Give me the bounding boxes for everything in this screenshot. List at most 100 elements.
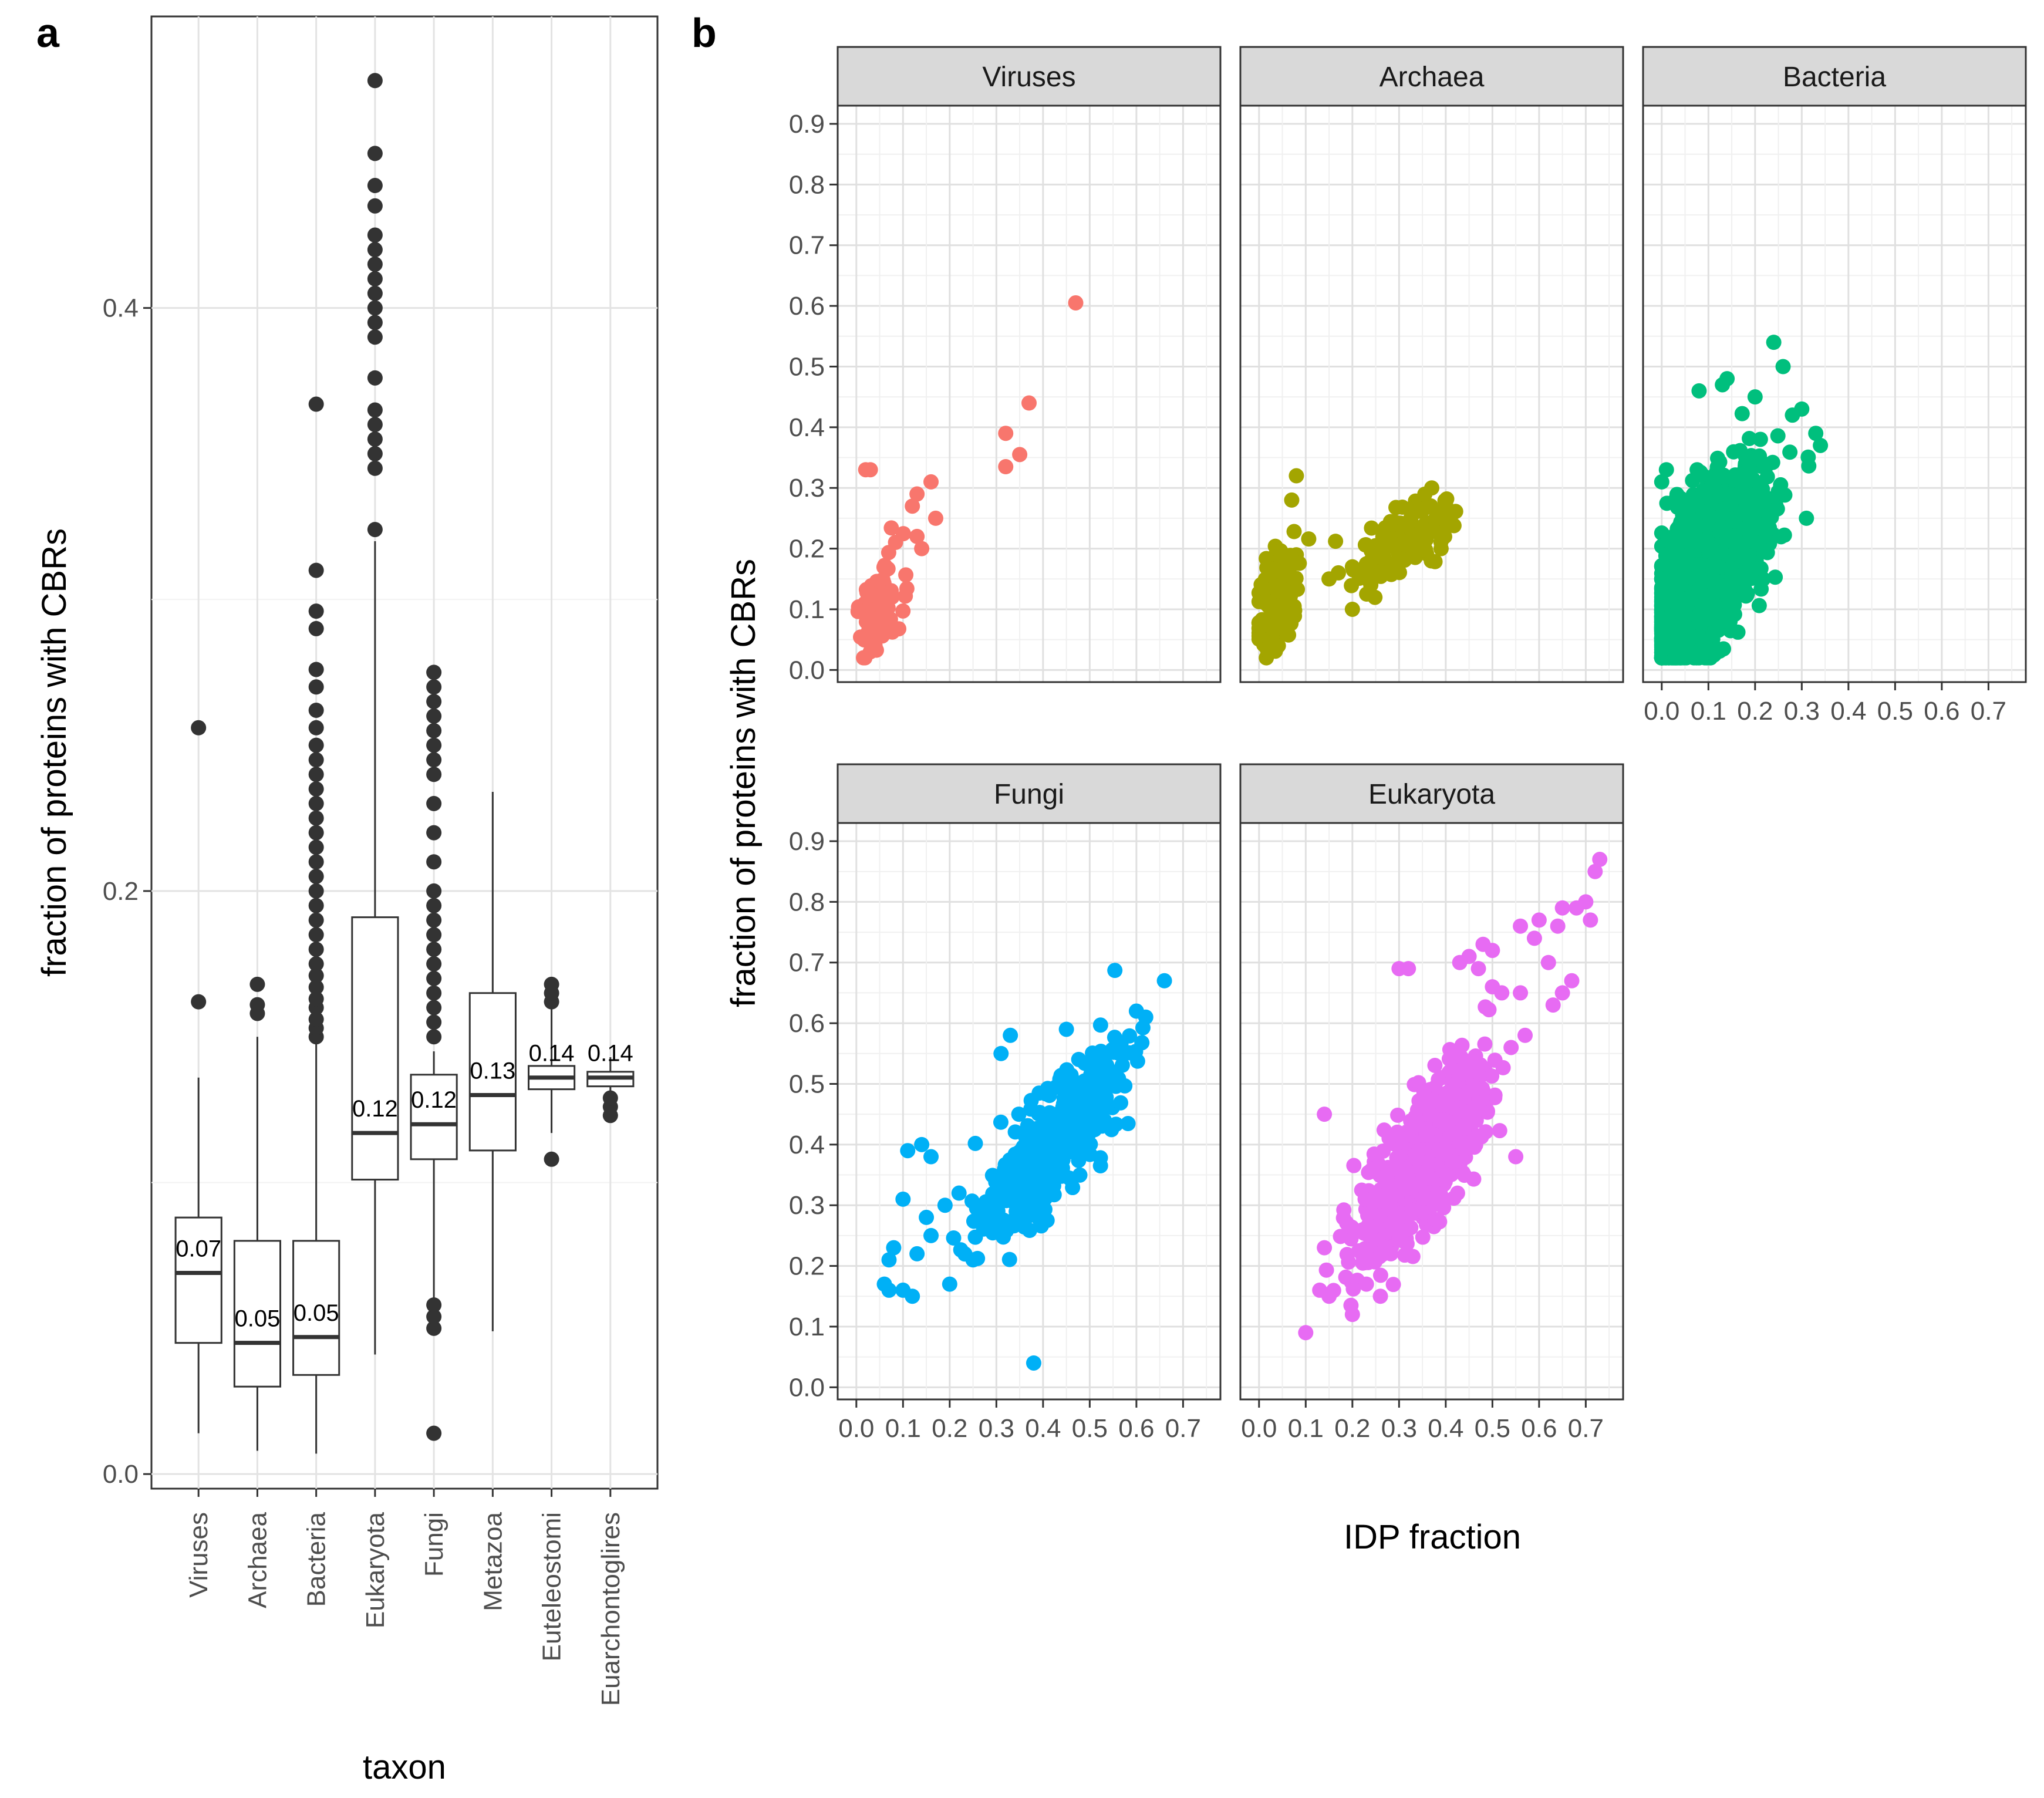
outlier-point xyxy=(426,1029,442,1045)
scatter-point xyxy=(1271,612,1287,628)
scatter-point xyxy=(1752,431,1768,447)
scatter-point xyxy=(1361,1165,1377,1180)
scatter-point xyxy=(1432,1186,1448,1202)
outlier-point xyxy=(367,431,383,447)
x-tick-label: 0.2 xyxy=(932,1414,967,1443)
median-label: 0.14 xyxy=(529,1041,575,1067)
outlier-point xyxy=(308,810,324,826)
median-label: 0.14 xyxy=(588,1041,633,1067)
x-tick-label: 0.1 xyxy=(885,1414,921,1443)
y-tick-label: 0.1 xyxy=(789,1313,825,1341)
scatter-point xyxy=(1129,1053,1145,1069)
y-tick-label: 0.2 xyxy=(103,877,139,906)
scatter-point xyxy=(898,567,914,583)
scatter-point xyxy=(1389,1156,1405,1172)
facet-bacteria: Bacteria 0.0 0.1 0.2 0.3 0.4 0.5 0.6 0.7 xyxy=(1642,46,2027,726)
scatter-point xyxy=(1478,1124,1493,1140)
scatter-point xyxy=(909,528,925,544)
scatter-point xyxy=(1440,1116,1456,1132)
facet-strip xyxy=(1239,46,1624,107)
median-label: 0.13 xyxy=(470,1058,515,1084)
scatter-point xyxy=(1712,454,1728,470)
scatter-point xyxy=(1726,444,1742,460)
outlier-point xyxy=(426,1425,442,1441)
scatter-point xyxy=(953,1242,969,1258)
scatter-point xyxy=(1670,599,1686,615)
facet-points xyxy=(876,963,1172,1371)
scatter-point xyxy=(899,581,915,596)
facet-strip-label: Archaea xyxy=(1379,62,1485,93)
scatter-point xyxy=(1751,598,1767,613)
scatter-point xyxy=(1513,985,1529,1001)
scatter-point xyxy=(1670,628,1686,644)
scatter-point xyxy=(1134,1035,1150,1051)
scatter-point xyxy=(1682,556,1698,572)
scatter-point xyxy=(1416,1190,1432,1206)
box-viruses: 0.07 xyxy=(174,720,222,1433)
outlier-point xyxy=(367,198,383,214)
box-archaea: 0.05 xyxy=(233,976,282,1451)
scatter-point xyxy=(1592,852,1608,868)
scatter-point xyxy=(993,1114,1008,1130)
scatter-point xyxy=(1484,1068,1500,1084)
scatter-point xyxy=(1719,583,1735,599)
outlier-point xyxy=(426,985,442,1001)
median-label: 0.05 xyxy=(294,1300,339,1326)
y-tick-label: 0.4 xyxy=(789,413,825,442)
scatter-point xyxy=(914,541,930,556)
scatter-point xyxy=(951,1185,967,1201)
scatter-point xyxy=(1003,1027,1018,1043)
outlier-point xyxy=(308,720,324,736)
scatter-point xyxy=(1654,474,1669,490)
scatter-point xyxy=(1068,295,1084,311)
scatter-point xyxy=(1097,1073,1112,1089)
scatter-point xyxy=(1454,1037,1470,1053)
scatter-point xyxy=(868,613,883,629)
scatter-point xyxy=(1755,481,1770,497)
scatter-point xyxy=(1554,985,1570,1001)
x-tick-label: 0.4 xyxy=(1830,697,1866,726)
outlier-point xyxy=(308,396,324,412)
outlier-point xyxy=(308,562,324,578)
scatter-point xyxy=(1747,389,1763,405)
scatter-point xyxy=(964,1193,980,1209)
facet-points xyxy=(850,295,1084,666)
scatter-point xyxy=(1093,1060,1109,1076)
outlier-point xyxy=(602,1090,618,1106)
scatter-point xyxy=(1257,581,1273,597)
outlier-point xyxy=(426,1297,442,1313)
scatter-point xyxy=(1078,1129,1094,1145)
y-tick-label: 0.2 xyxy=(789,1252,825,1281)
x-tick-label: 0.7 xyxy=(1165,1414,1201,1443)
x-tick-label: 0.1 xyxy=(1288,1414,1324,1443)
scatter-point xyxy=(1023,1189,1038,1205)
y-tick-label: 0.4 xyxy=(789,1131,825,1159)
scatter-point xyxy=(1442,1042,1458,1058)
outlier-point xyxy=(426,912,442,928)
scatter-point xyxy=(1432,1214,1448,1230)
box-iqr xyxy=(292,1240,340,1376)
x-tick-label: 0.4 xyxy=(1025,1414,1061,1443)
scatter-point xyxy=(1737,473,1753,489)
facet-points xyxy=(1298,852,1608,1341)
scatter-point xyxy=(1344,1307,1360,1323)
scatter-point xyxy=(1738,588,1754,604)
outlier-point xyxy=(308,679,324,695)
scatter-point xyxy=(1654,630,1669,646)
outlier-point xyxy=(367,146,383,161)
facet-archaea: Archaea xyxy=(1239,46,1624,683)
scatter-point xyxy=(1372,1267,1388,1283)
scatter-point xyxy=(1526,930,1542,946)
scatter-point xyxy=(1357,537,1373,553)
outlier-point xyxy=(426,664,442,680)
scatter-point xyxy=(1087,1109,1102,1125)
scatter-point xyxy=(1669,541,1685,557)
scatter-point xyxy=(1723,560,1739,576)
scatter-point xyxy=(1317,1240,1333,1256)
scatter-point xyxy=(1092,1017,1108,1033)
scatter-point xyxy=(1104,1122,1119,1138)
scatter-point xyxy=(1385,1277,1401,1293)
x-tick-label: 0.4 xyxy=(1428,1414,1463,1443)
box-bacteria: 0.05 xyxy=(292,396,340,1454)
scatter-point xyxy=(1286,524,1302,539)
